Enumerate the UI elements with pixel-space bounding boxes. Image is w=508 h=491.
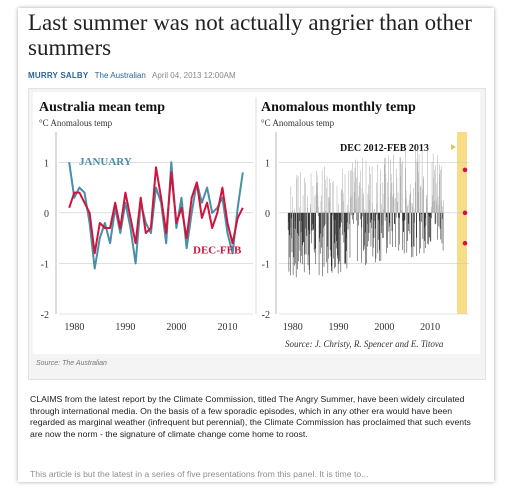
highlight-point [462, 210, 468, 216]
author-link[interactable]: MURRY SALBY [28, 71, 89, 80]
highlight-arrow [451, 144, 456, 150]
chart2-annotation: Source: J. Christy, R. Spencer and E. Ti… [285, 339, 444, 349]
publication-link[interactable]: The Australian [94, 71, 146, 80]
publish-date: April 04, 2013 12:00AM [152, 71, 236, 80]
charts-svg: Australia mean temp °C Anomalous temp 1 0… [39, 97, 469, 349]
chart2-title: Anomalous monthly temp [261, 100, 416, 115]
chart1-xtick: 1990 [115, 322, 135, 333]
chart1-xtick: 2000 [166, 322, 186, 333]
series-line-january [68, 161, 244, 270]
chart1-title: Australia mean temp [39, 100, 165, 115]
chart2-xtick: 1990 [329, 322, 349, 333]
highlight-label: DEC 2012-FEB 2013 [340, 143, 429, 154]
article-paragraph-faded: This article is but the latest in a seri… [30, 469, 369, 479]
chart1-ytick: -1 [41, 259, 49, 270]
chart1-xtick: 2010 [217, 322, 237, 333]
decfeb-label: DEC-FEB [193, 244, 242, 256]
chart2-ylabel: °C Anomalous temp [261, 118, 335, 128]
chart1-ylabel: °C Anomalous temp [39, 118, 113, 128]
chart1-ytick: 0 [44, 209, 49, 220]
highlight-point [462, 167, 468, 173]
january-label: JANUARY [79, 156, 132, 168]
figure-source: Source: The Australian [36, 360, 107, 367]
chart1-ytick: -2 [41, 310, 49, 321]
chart2-xtick: 2000 [374, 322, 394, 333]
highlight-point [462, 240, 468, 246]
chart1-ytick: 1 [44, 158, 49, 169]
chart2-ytick: 0 [265, 209, 270, 220]
series-line-decfeb [68, 166, 244, 255]
article-page: Last summer was not actually angrier tha… [18, 8, 494, 482]
byline: MURRY SALBY The Australian April 04, 201… [28, 71, 236, 80]
chart2-ytick: -2 [262, 310, 270, 321]
figure: Australia mean temp °C Anomalous temp 1 0… [28, 88, 486, 380]
chart-area: Australia mean temp °C Anomalous temp 1 0… [33, 92, 480, 354]
article-paragraph: CLAIMS from the latest report by the Cli… [30, 394, 471, 439]
highlight-band [457, 132, 467, 314]
chart2-ytick: -1 [262, 259, 270, 270]
chart2-ytick: 1 [265, 158, 270, 169]
article-headline: Last summer was not actually angrier tha… [28, 10, 472, 60]
chart2-xtick: 2010 [420, 322, 440, 333]
chart2-xtick: 1980 [283, 322, 303, 333]
chart1-xtick: 1980 [64, 322, 84, 333]
